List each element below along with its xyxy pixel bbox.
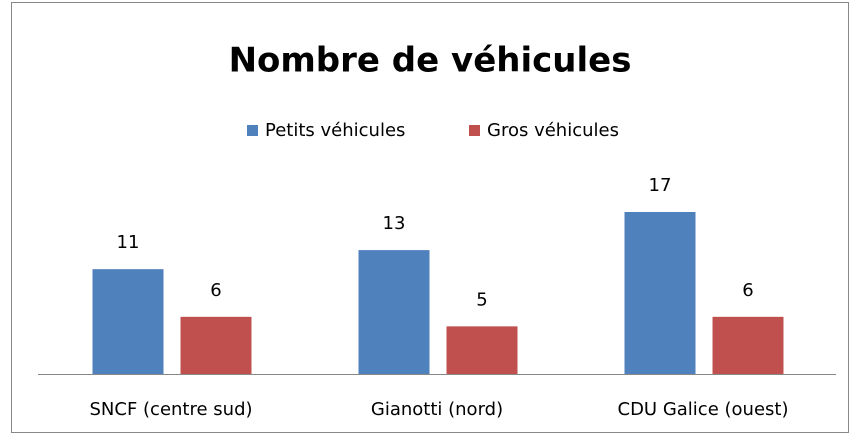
chart-title: Nombre de véhicules — [229, 41, 632, 81]
legend-label: Gros véhicules — [487, 120, 619, 141]
x-tick-label: Gianotti (nord) — [371, 399, 503, 420]
data-label: 13 — [383, 213, 406, 234]
data-label: 17 — [649, 175, 672, 196]
legend-swatch — [247, 125, 258, 136]
data-label: 11 — [117, 232, 140, 253]
x-tick-label: SNCF (centre sud) — [89, 399, 252, 420]
bar — [446, 326, 518, 374]
bar — [624, 211, 696, 374]
data-label: 5 — [476, 289, 487, 310]
data-label: 6 — [210, 280, 221, 301]
bar — [358, 250, 430, 374]
legend-swatch — [469, 125, 480, 136]
bar — [712, 316, 784, 374]
bar — [92, 269, 164, 374]
data-label: 6 — [742, 280, 753, 301]
legend-label: Petits véhicules — [265, 120, 405, 141]
bar — [180, 316, 252, 374]
x-tick-label: CDU Galice (ouest) — [618, 399, 789, 420]
